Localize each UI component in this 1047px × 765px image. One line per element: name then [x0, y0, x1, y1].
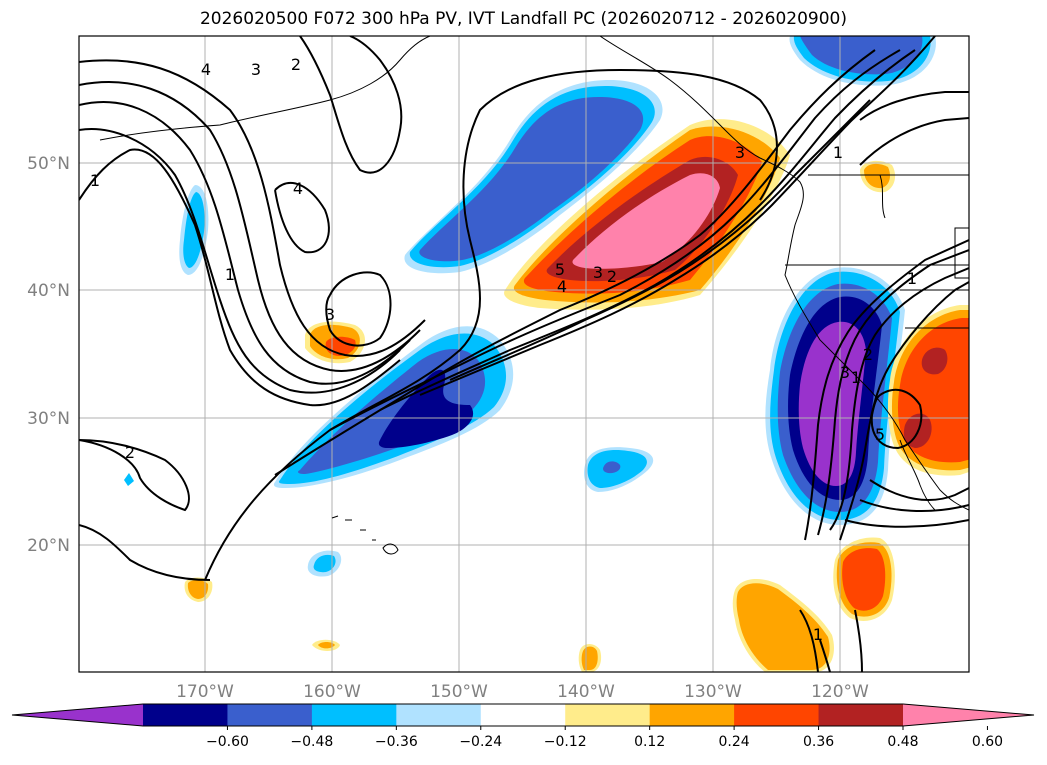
map-frame — [78, 35, 970, 673]
positive-anomaly-blob-b-orange — [864, 163, 890, 189]
colorbar-tick-label: −0.48 — [290, 734, 333, 750]
lat-label-30n: 30°N — [27, 409, 70, 429]
colorbar-swatch — [480, 704, 566, 726]
negative-anomaly-blob-hawaii-blue — [603, 461, 621, 474]
colorbar-outline — [11, 703, 1035, 727]
map-title: 2026020500 F072 300 hPa PV, IVT Landfall… — [199, 9, 847, 29]
positive-anomaly-baja-darkred-north — [921, 347, 948, 375]
contour-label: 4 — [557, 277, 567, 296]
colorbar-swatch — [565, 704, 651, 726]
lon-label-170w: 170°W — [176, 682, 234, 702]
contour-label: 1 — [907, 269, 917, 288]
negative-anomaly-subtropical-navy — [378, 369, 474, 448]
contours — [79, 36, 969, 672]
colorbar-swatch — [396, 704, 482, 726]
contour-label: 1 — [225, 265, 235, 284]
positive-anomaly-blob-c-orange — [187, 580, 209, 599]
contour-label: 5 — [875, 425, 885, 444]
contour-label: 4 — [201, 60, 211, 79]
positive-anomaly-blob-e-orange — [736, 583, 830, 670]
contour-label: 3 — [735, 143, 745, 162]
contour-label: 1 — [90, 171, 100, 190]
colorbar-tick-label: 0.60 — [972, 734, 1003, 750]
colorbar: −0.60 −0.48 −0.36 −0.24 −0.12 0.12 0.24 0.36 0.4… — [11, 703, 1035, 750]
contour-label: 2 — [291, 55, 301, 74]
contour-label: 2 — [125, 443, 135, 462]
colorbar-swatch — [649, 704, 735, 726]
negative-anomaly-blob-tiny — [124, 473, 134, 486]
colorbar-swatch — [734, 704, 820, 726]
positive-anomaly-ar-pink — [572, 173, 720, 269]
colorbar-tick-label: 0.12 — [634, 734, 665, 750]
lon-label-140w: 140°W — [557, 682, 615, 702]
contour-label: 3 — [593, 263, 603, 282]
colorbar-tick-label: −0.12 — [544, 734, 587, 750]
colorbar-swatch — [227, 704, 313, 726]
negative-anomaly-canada-blue — [800, 36, 923, 75]
longitude-labels: 170°W 160°W 150°W 140°W 130°W 120°W — [176, 682, 869, 702]
negative-anomaly-blob-south-cyan — [313, 554, 336, 573]
contour-label: 3 — [325, 305, 335, 324]
positive-anomaly-blob-d-red — [842, 548, 886, 611]
colorbar-tick-label: 0.36 — [803, 734, 834, 750]
colorbar-tick-label: −0.24 — [459, 734, 502, 750]
contour-label: 5 — [555, 260, 565, 279]
contour-label: 1 — [813, 625, 823, 644]
contour-label: 1 — [833, 143, 843, 162]
lat-label-40n: 40°N — [27, 281, 70, 301]
contour-label: 2 — [607, 267, 617, 286]
contour-label: 3 — [840, 363, 850, 382]
colorbar-swatch — [311, 704, 397, 726]
lon-label-130w: 130°W — [684, 682, 742, 702]
contour-label: 3 — [251, 60, 261, 79]
colorbar-swatch — [818, 704, 904, 726]
colorbar-tick-label: 0.24 — [719, 734, 750, 750]
lon-label-120w: 120°W — [811, 682, 869, 702]
colorbar-tick-label: 0.48 — [887, 734, 918, 750]
lat-label-20n: 20°N — [27, 536, 70, 556]
positive-anomaly-blob-f-orange — [581, 646, 598, 670]
colorbar-extend-high — [903, 704, 1034, 726]
negative-anomaly-gulf-blue — [419, 96, 644, 262]
shaded-field — [124, 36, 969, 672]
contour-label: 1 — [851, 368, 861, 387]
contour-label: 4 — [293, 179, 303, 198]
colorbar-swatch — [143, 704, 228, 726]
lon-label-160w: 160°W — [303, 682, 361, 702]
colorbar-tick-label: −0.60 — [206, 734, 249, 750]
latitude-labels: 50°N 40°N 30°N 20°N — [27, 154, 70, 556]
colorbar-tick-label: −0.36 — [375, 734, 418, 750]
colorbar-extend-low — [12, 704, 143, 726]
lat-label-50n: 50°N — [27, 154, 70, 174]
positive-anomaly-blob-g-orange — [318, 642, 335, 649]
contour-label: 2 — [863, 345, 873, 364]
contour-labels: 1 2 3 4 2 1 4 3 3 4 5 2 3 1 2 1 5 1 3 1 — [90, 55, 917, 644]
lon-label-150w: 150°W — [430, 682, 488, 702]
